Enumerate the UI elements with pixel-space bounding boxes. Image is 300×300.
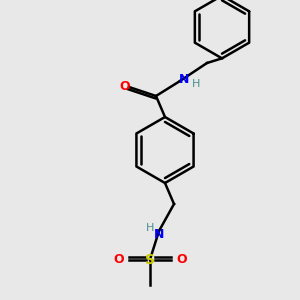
Text: S: S <box>145 253 155 266</box>
Text: H: H <box>192 79 201 89</box>
Text: O: O <box>176 253 187 266</box>
Text: O: O <box>119 80 130 94</box>
Text: H: H <box>146 223 154 233</box>
Text: O: O <box>113 253 124 266</box>
Text: N: N <box>154 227 164 241</box>
Text: N: N <box>179 73 190 86</box>
